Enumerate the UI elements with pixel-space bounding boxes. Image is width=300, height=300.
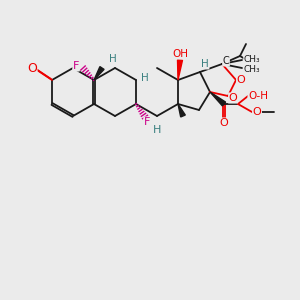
Text: F: F [73, 61, 79, 71]
Polygon shape [210, 92, 226, 106]
Text: H: H [109, 54, 117, 64]
Polygon shape [178, 104, 185, 117]
Text: CH₃: CH₃ [244, 55, 260, 64]
Text: O: O [27, 62, 37, 76]
Text: F: F [144, 117, 150, 127]
Polygon shape [178, 60, 182, 80]
Text: CH₃: CH₃ [244, 64, 260, 74]
Text: H: H [153, 125, 161, 135]
Text: H: H [141, 73, 149, 83]
Text: O: O [237, 75, 245, 85]
Text: O: O [229, 93, 237, 103]
Text: O-H: O-H [248, 91, 268, 101]
Text: OH: OH [172, 49, 188, 59]
Text: O: O [253, 107, 261, 117]
Text: C: C [223, 56, 230, 66]
Text: O: O [220, 118, 228, 128]
Polygon shape [94, 67, 104, 80]
Text: H: H [201, 59, 209, 69]
